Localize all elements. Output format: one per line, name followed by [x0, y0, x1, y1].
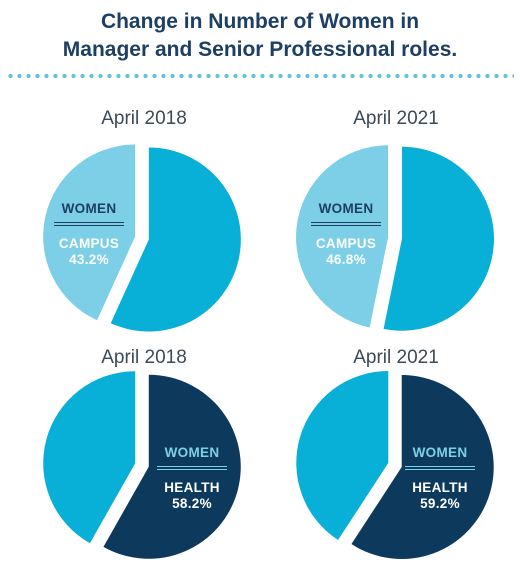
chart-1-title: April 2018 — [101, 108, 187, 129]
chart-1-women-label: WOMEN — [61, 201, 117, 216]
chart-2-group: CAMPUS — [315, 235, 377, 251]
dotted-divider — [6, 73, 514, 79]
pie-campus-2018 — [43, 144, 241, 332]
chart-3-label: WOMEN HEALTH 58.2% — [137, 445, 247, 512]
page-title: Change in Number of Women in Manager and… — [0, 8, 520, 64]
chart-2-women-label: WOMEN — [318, 201, 374, 216]
chart-3-women-label: WOMEN — [164, 445, 220, 460]
pie-4-slice-other — [296, 371, 389, 541]
chart-2-pct: 46.8% — [326, 251, 366, 267]
chart-4-label: WOMEN HEALTH 59.2% — [385, 445, 495, 512]
chart-1-label: WOMEN CAMPUS 43.2% — [34, 201, 144, 268]
pie-4-slice-women — [351, 374, 494, 559]
title-line-1: Change in Number of Women in — [100, 10, 420, 33]
chart-1-rule — [54, 222, 124, 226]
chart-4-group: HEALTH — [412, 479, 468, 495]
chart-4-women-label: WOMEN — [412, 445, 468, 460]
chart-4-pct: 59.2% — [420, 495, 460, 511]
chart-3-pct: 58.2% — [172, 495, 212, 511]
chart-2-title: April 2021 — [353, 108, 439, 129]
pie-health-2021 — [296, 371, 494, 559]
title-line-2: Manager and Senior Professional roles. — [62, 38, 458, 61]
pie-1-slice-other — [110, 147, 241, 332]
chart-3-rule — [157, 466, 227, 470]
chart-1-pct: 43.2% — [69, 251, 109, 267]
chart-4-title: April 2021 — [353, 347, 439, 368]
chart-4-rule — [405, 466, 475, 470]
chart-3-title: April 2018 — [101, 347, 187, 368]
chart-2-rule — [311, 222, 381, 226]
pie-1-slice-women — [43, 144, 136, 321]
pie-3-slice-other — [43, 371, 136, 544]
pie-2-slice-other — [383, 146, 494, 331]
chart-1-group: CAMPUS — [58, 235, 120, 251]
chart-2-label: WOMEN CAMPUS 46.8% — [291, 201, 401, 268]
pie-2-slice-women — [296, 145, 389, 328]
chart-3-group: HEALTH — [164, 479, 220, 495]
pie-campus-2021 — [296, 145, 494, 331]
